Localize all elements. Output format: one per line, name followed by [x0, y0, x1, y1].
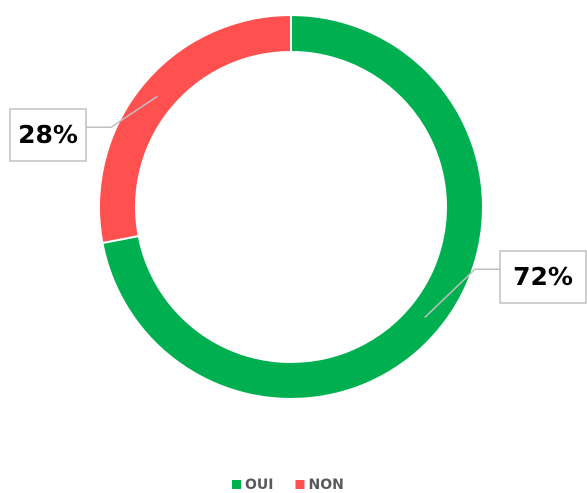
legend-label: OUI: [245, 477, 273, 493]
legend-swatch: [232, 480, 241, 489]
donut-slice: [98, 13, 292, 245]
value-label: 72%: [513, 262, 573, 291]
value-label: 28%: [18, 120, 78, 149]
label-box: [499, 250, 587, 304]
leader-line: [424, 268, 500, 319]
legend-label: NON: [308, 477, 343, 493]
legend-swatch: [295, 480, 305, 489]
leader-line: [86, 95, 158, 128]
label-box: [9, 108, 87, 162]
donut-slice: [101, 13, 484, 400]
